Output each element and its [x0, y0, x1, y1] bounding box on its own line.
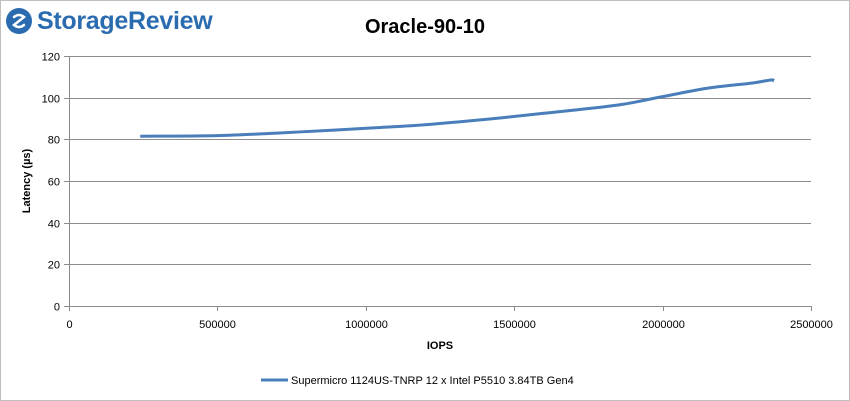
chart-title: Oracle-90-10 [365, 16, 485, 38]
axes [64, 56, 812, 311]
x-tick-label: 500000 [199, 319, 236, 331]
y-axis-title: Latency (µs) [21, 148, 33, 213]
x-axis-title: IOPS [427, 340, 453, 352]
legend-label: Supermicro 1124US-TNRP 12 x Intel P5510 … [291, 375, 574, 387]
x-tick-label: 2000000 [642, 319, 685, 331]
storagereview-logo: StorageReview [5, 3, 213, 39]
y-tick-label: 0 [54, 302, 60, 314]
series-line-0 [140, 78, 776, 138]
y-tick-label: 20 [48, 260, 60, 272]
y-tick-label: 40 [48, 219, 60, 231]
logo-icon [6, 8, 32, 34]
y-tick-label: 120 [42, 52, 60, 64]
tick-labels: 0 20 40 60 80 100 120 0 500000 1000000 1500000 2000… [42, 52, 833, 332]
x-tick-label: 1500000 [493, 319, 536, 331]
grid-lines [69, 56, 811, 265]
logo-text: StorageReview [37, 6, 213, 35]
x-tick-label: 1000000 [345, 319, 388, 331]
y-tick-label: 60 [48, 177, 60, 189]
x-tick-label: 0 [66, 319, 72, 331]
y-tick-label: 100 [42, 94, 60, 106]
legend: Supermicro 1124US-TNRP 12 x Intel P5510 … [261, 375, 574, 387]
series-layer [140, 78, 776, 138]
y-tick-label: 80 [48, 135, 60, 147]
x-tick-label: 2500000 [790, 319, 833, 331]
